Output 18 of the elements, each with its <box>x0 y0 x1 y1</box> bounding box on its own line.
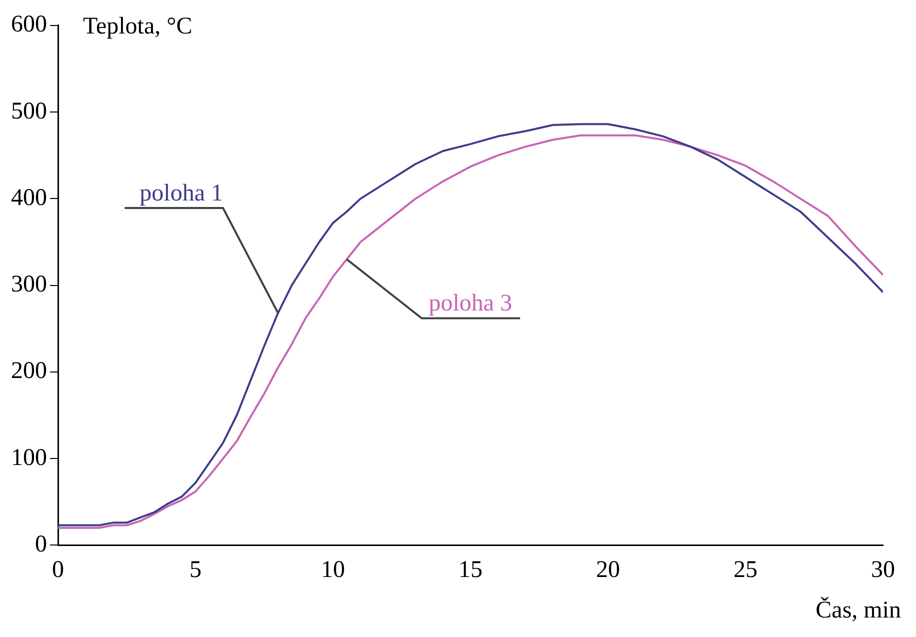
y-tick-label: 400 <box>11 184 47 211</box>
x-tick-label: 30 <box>871 556 895 583</box>
y-tick-label: 200 <box>11 358 47 384</box>
y-tick-label: 300 <box>11 272 47 298</box>
x-tick-label: 5 <box>190 556 202 583</box>
x-tick-label: 10 <box>321 556 345 583</box>
y-tick-label: 0 <box>35 531 47 558</box>
x-tick-label: 20 <box>596 556 620 583</box>
y-tick-label: 600 <box>11 12 47 38</box>
x-tick-label: 25 <box>734 556 758 583</box>
x-tick-label: 0 <box>52 556 64 583</box>
y-tick-label: 100 <box>11 444 47 471</box>
text: poloha 1 <box>140 180 224 206</box>
x-tick-label: 15 <box>458 556 482 583</box>
y-axis-title: Teplota, °C <box>83 14 192 40</box>
x-axis-title: Čas, min <box>816 596 901 624</box>
text: poloha 3 <box>428 290 512 317</box>
y-tick-label: 500 <box>11 98 47 124</box>
